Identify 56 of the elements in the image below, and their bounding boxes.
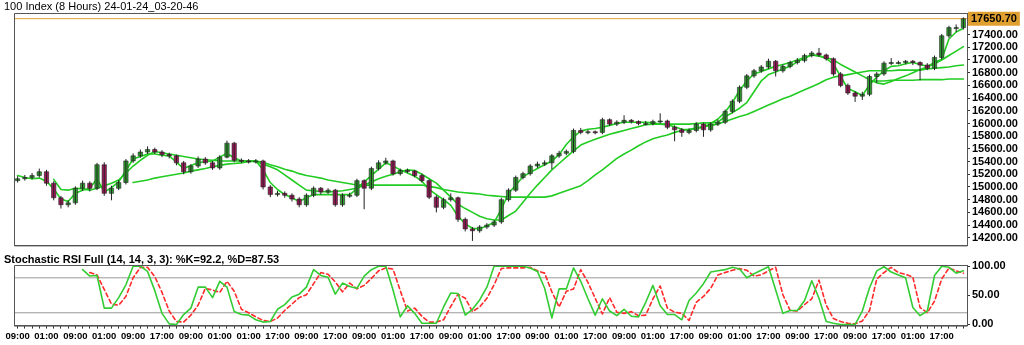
x-tick-label: 01:00: [207, 329, 232, 341]
x-tick-label: 01:00: [554, 329, 579, 341]
x-tick-label: 09:00: [525, 329, 550, 341]
x-tick-label: 17:00: [496, 329, 521, 341]
x-tick-label: 01:00: [640, 329, 666, 341]
x-tick-label: 01:00: [236, 329, 261, 341]
y-tick-label: 17200.00: [972, 40, 1018, 53]
x-tick-label: 17:00: [149, 329, 175, 341]
y-tick-label: 0.00: [972, 317, 994, 330]
x-tick-label: 09:00: [438, 329, 463, 341]
x-tick-label: 17:00: [265, 329, 290, 341]
y-tick-label: 16600.00: [972, 78, 1018, 91]
y-tick-label: 15600.00: [972, 141, 1018, 154]
x-tick-label: 01:00: [900, 329, 926, 341]
x-tick-label: 17:00: [409, 329, 435, 341]
x-tick-label: 17:00: [871, 329, 897, 341]
y-tick-label: 14600.00: [972, 205, 1018, 218]
x-tick-label: 17:00: [929, 329, 954, 341]
x-tick-label: 01:00: [727, 329, 752, 341]
x-tick-label: 17:00: [323, 329, 348, 341]
y-tick-label: 15000.00: [972, 180, 1018, 193]
x-tick-label: 17:00: [583, 329, 608, 341]
x-tick-label: 09:00: [611, 329, 637, 341]
x-tick-label: 09:00: [785, 329, 810, 341]
x-tick-label: 09:00: [698, 329, 723, 341]
x-tick-label: 09:00: [178, 329, 204, 341]
y-tick-label: 16400.00: [972, 91, 1018, 104]
y-tick-label: 100.00: [972, 259, 1006, 272]
x-tick-label: 09:00: [294, 329, 319, 341]
y-tick-label: 16200.00: [972, 103, 1018, 116]
x-tick-label: 17:00: [756, 329, 781, 341]
y-tick-label: 15200.00: [972, 167, 1018, 180]
x-tick-label: 17:00: [814, 329, 839, 341]
y-tick-label: 14200.00: [972, 230, 1018, 243]
y-tick-label: 15400.00: [972, 154, 1018, 167]
x-tick-label: 01:00: [34, 329, 59, 341]
x-tick-label: 01:00: [92, 329, 117, 341]
chart-title: 100 Index (8 Hours) 24-01-24_03-20-46: [4, 0, 199, 13]
x-tick-label: 01:00: [467, 329, 492, 341]
ref-line-label: 17650.70: [971, 11, 1017, 24]
x-tick-label: 17:00: [669, 329, 694, 341]
y-tick-label: 14800.00: [972, 192, 1018, 205]
y-tick-label: 14400.00: [972, 218, 1018, 231]
chart-title: Stochastic RSI Full (14, 14, 3, 3): %K=92.2, %D=87.53: [4, 253, 280, 266]
y-tick-label: 17000.00: [972, 53, 1018, 66]
y-tick-label: 50.00: [972, 288, 1000, 301]
x-tick-label: 01:00: [380, 329, 406, 341]
x-tick-label: 09:00: [63, 329, 88, 341]
x-tick-label: 09:00: [120, 329, 146, 341]
y-tick-label: 16800.00: [972, 65, 1018, 78]
y-tick-label: 15800.00: [972, 129, 1018, 142]
x-tick-label: 09:00: [5, 329, 30, 341]
y-tick-label: 17400.00: [972, 27, 1018, 40]
x-tick-label: 09:00: [842, 329, 868, 341]
y-tick-label: 16000.00: [972, 116, 1018, 129]
x-tick-label: 09:00: [352, 329, 377, 341]
